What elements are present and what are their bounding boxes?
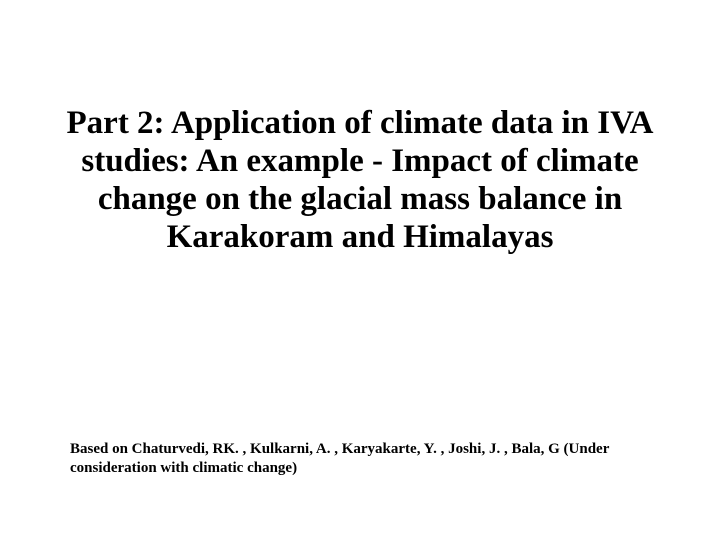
slide-citation: Based on Chaturvedi, RK. , Kulkarni, A. … — [70, 440, 670, 478]
slide-title: Part 2: Application of climate data in I… — [0, 0, 720, 257]
slide-container: Part 2: Application of climate data in I… — [0, 0, 720, 540]
